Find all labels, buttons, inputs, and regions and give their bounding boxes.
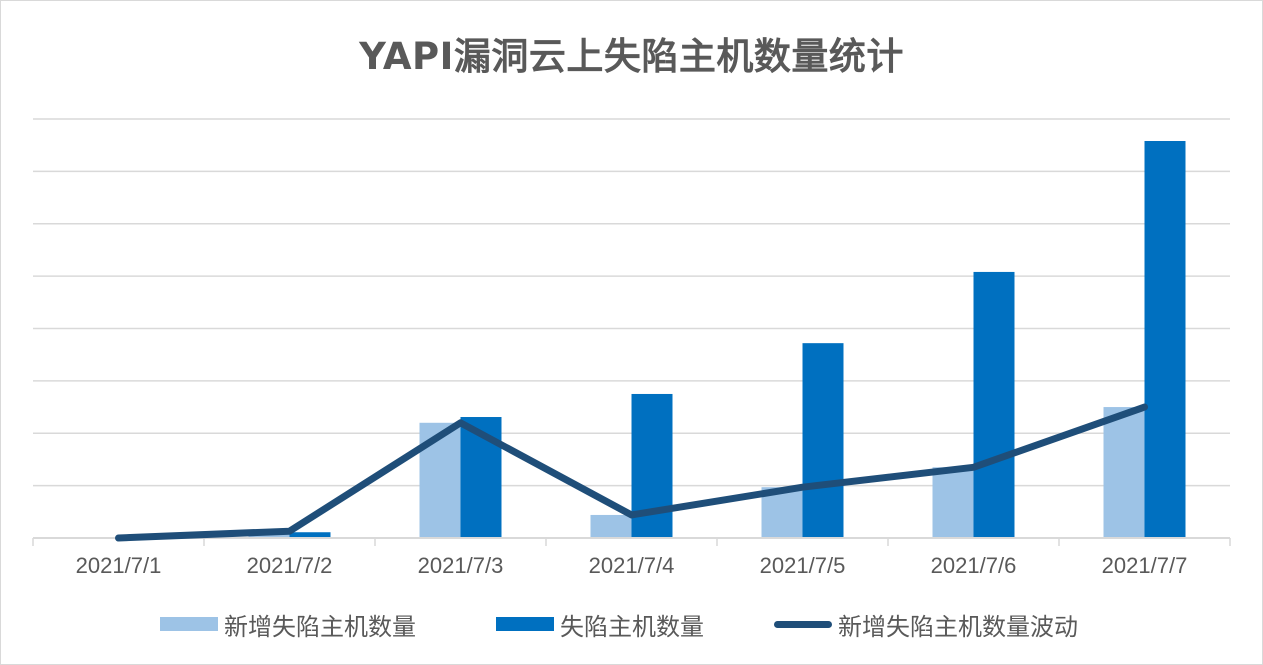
legend-item-new-hosts[interactable]: 新增失陷主机数量 (160, 606, 416, 642)
bar-new-hosts (1103, 407, 1145, 538)
x-axis-label: 2021/7/5 (759, 553, 846, 578)
legend-swatch-blue (496, 617, 554, 631)
bar-new-hosts (932, 467, 974, 538)
legend: 新增失陷主机数量 失陷主机数量 新增失陷主机数量波动 (0, 606, 1263, 642)
trend-line (115, 403, 1148, 542)
x-axis-label: 2021/7/6 (930, 553, 1017, 578)
x-axis-label: 2021/7/4 (588, 553, 675, 578)
bar-total-hosts (973, 271, 1015, 538)
x-axis-label: 2021/7/1 (75, 553, 162, 578)
bars (248, 140, 1186, 538)
bar-new-hosts (419, 422, 461, 538)
bar-new-hosts (590, 514, 632, 538)
legend-item-total-hosts[interactable]: 失陷主机数量 (496, 606, 704, 642)
x-axis-label: 2021/7/7 (1101, 553, 1188, 578)
legend-label: 失陷主机数量 (560, 612, 704, 641)
legend-item-fluctuation[interactable]: 新增失陷主机数量波动 (774, 606, 1078, 642)
bar-total-hosts (1144, 140, 1186, 538)
bar-total-hosts (802, 343, 844, 538)
gridlines (33, 118, 1230, 487)
x-axis (32, 537, 1231, 546)
chart-title: YAPI漏洞云上失陷主机数量统计 (359, 35, 904, 78)
x-axis-label: 2021/7/2 (246, 553, 333, 578)
legend-swatch-light-blue (160, 617, 218, 631)
x-axis-label: 2021/7/3 (417, 553, 504, 578)
legend-swatch-line (774, 620, 832, 628)
legend-label: 新增失陷主机数量 (224, 612, 416, 641)
bar-total-hosts (289, 532, 331, 538)
fluctuation-line (115, 403, 1148, 542)
legend-label: 新增失陷主机数量波动 (838, 612, 1078, 641)
